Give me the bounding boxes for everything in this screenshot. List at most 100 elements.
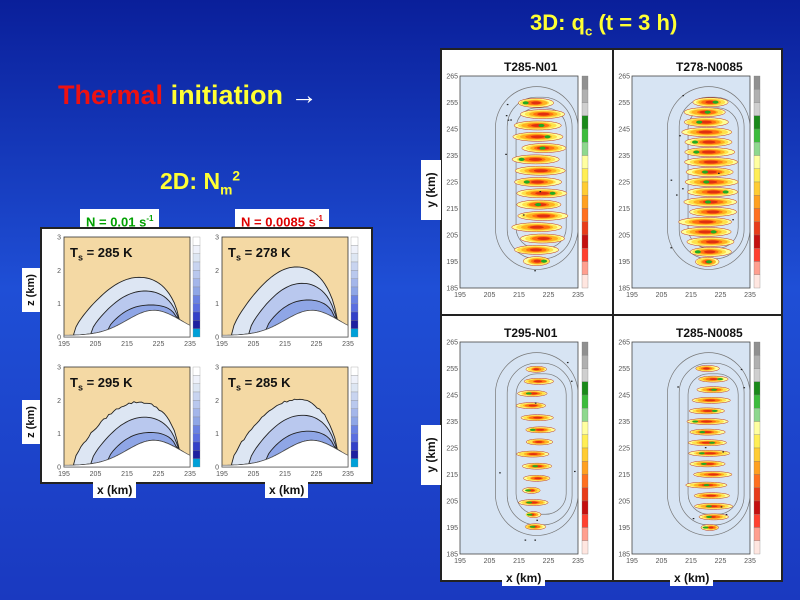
cloud-band (684, 137, 733, 147)
y-tick-label: 3 (215, 365, 219, 372)
colorbar-cell (753, 102, 761, 116)
cloud-speck (506, 103, 509, 106)
cloud-band (517, 211, 569, 221)
contour-plot-1: 195 205 215 225 235 0 1 2 3 (57, 235, 201, 348)
x-axis-label-3d-right: x (km) (670, 570, 714, 586)
colorbar-cell (350, 236, 359, 246)
x-tick-label: 205 (484, 292, 496, 299)
contour-plot-2: 195 205 215 225 235 0 1 2 3 (215, 235, 359, 348)
panel-3d-1: T285-N01 195 205 215 225 235 185 195 205 215 225 23… (442, 50, 612, 314)
y-tick-label: 1 (57, 301, 61, 308)
colorbar-cell (581, 540, 589, 555)
colorbar-cell (581, 355, 589, 369)
y-tick-label: 265 (618, 340, 630, 347)
colorbar-cell (581, 208, 589, 222)
subtitle-2d: 2D: Nm2 (160, 168, 240, 198)
colorbar-cell (581, 514, 589, 528)
y-axis-label-bottom: y (km) (421, 425, 441, 485)
colorbar-cell (581, 128, 589, 143)
x-tick-label: 215 (121, 471, 133, 478)
colorbar-cell (753, 368, 761, 382)
cloud-speck (670, 247, 673, 249)
colorbar-cell (192, 236, 201, 246)
cloud-band (687, 187, 738, 197)
cloud-speck (524, 539, 527, 541)
x-tick-label: 205 (248, 341, 260, 348)
colorbar-cell (753, 261, 761, 275)
colorbar-cell (753, 408, 761, 422)
colorbar-cell (350, 408, 359, 418)
colorbar-cell (581, 474, 589, 488)
colorbar-cell (753, 181, 761, 196)
cloud-speck (722, 451, 724, 453)
colorbar-cell (192, 328, 201, 338)
cloud-band (522, 462, 553, 470)
x-tick-label: 215 (685, 558, 697, 565)
y-tick-label: 0 (57, 465, 61, 472)
z-axis-label-bottom: z (km) (22, 400, 40, 444)
colorbar-cell (350, 270, 359, 279)
colorbar-cell (350, 295, 359, 304)
cloud-band (678, 217, 732, 227)
cloud-speck (570, 380, 573, 382)
y-tick-label: 2 (215, 398, 219, 405)
cloud-speck (732, 219, 734, 221)
x-tick-label: 205 (484, 558, 496, 565)
subtitle-2d-text: 2D: N (160, 168, 221, 194)
heatmap-plot-2: 195 205 215 225 2351851952052152252352452552… (618, 74, 761, 299)
cloud-speck (505, 153, 507, 155)
colorbar-cell (192, 286, 201, 296)
heatmap-plot-3: 195 205 215 225 2351851952052152252352452552… (446, 340, 589, 565)
subtitle-3d: 3D: qc (t = 3 h) (530, 10, 677, 38)
cloud-band (684, 157, 738, 167)
terrain-contour-1 (667, 86, 751, 270)
subtitle-2d-sup: 2 (232, 168, 241, 184)
colorbar-cell (192, 278, 201, 288)
cloud-band (688, 407, 725, 415)
cloud-band (521, 143, 567, 153)
cloud-speck (534, 270, 536, 272)
cloud-band (516, 188, 568, 199)
colorbar-cell (581, 102, 589, 116)
colorbar-cell (753, 474, 761, 488)
colorbar-cell (581, 421, 589, 435)
colorbar-cell (581, 142, 589, 156)
y-tick-label: 185 (618, 552, 630, 559)
colorbar-cell (192, 375, 201, 384)
y-tick-label: 255 (618, 100, 630, 107)
y-tick-label: 215 (618, 206, 630, 213)
cloud-band (683, 117, 729, 127)
y-axis-label-top: y (km) (421, 160, 441, 220)
colorbar-cell (753, 355, 761, 369)
colorbar-cell (192, 253, 201, 263)
x-axis-label-2d-right: x (km) (265, 482, 309, 498)
colorbar-cell (753, 128, 761, 143)
n-label-00085-sup: -1 (315, 214, 323, 223)
x-tick-label: 205 (248, 471, 260, 478)
colorbar-cell (753, 115, 761, 130)
y-tick-label: 0 (57, 335, 61, 342)
colorbar-cell (192, 261, 201, 271)
ts-label: Ts = 278 K (228, 245, 290, 263)
colorbar-cell (350, 416, 359, 426)
cloud-band (516, 450, 550, 458)
colorbar-cell (581, 274, 589, 289)
y-tick-label: 3 (57, 365, 61, 372)
y-tick-label: 205 (446, 499, 458, 506)
contour-plot-3: 195 205 215 225 235 0 1 2 3 (57, 365, 201, 478)
cloud-speck (510, 119, 512, 121)
panel-3d-2: T278-N0085 195 205 215 225 235 185 195 205 215 225… (614, 50, 784, 314)
colorbar-cell (350, 458, 359, 468)
cloud-band (518, 98, 554, 108)
colorbar-cell (753, 487, 761, 502)
ts-label: Ts = 285 K (228, 375, 290, 393)
panel-3d-3: T295-N01 195 205 215 225 235 185 195 205 215 225 23… (442, 316, 612, 580)
x-tick-label: 195 (454, 558, 466, 565)
terrain (63, 439, 191, 468)
subtitle-3d-sub: c (585, 23, 593, 39)
y-tick-label: 185 (446, 286, 458, 293)
colorbar-cell (581, 261, 589, 275)
x-tick-label: 215 (513, 558, 525, 565)
cloud-band (686, 237, 735, 247)
colorbar-cell (581, 434, 589, 449)
